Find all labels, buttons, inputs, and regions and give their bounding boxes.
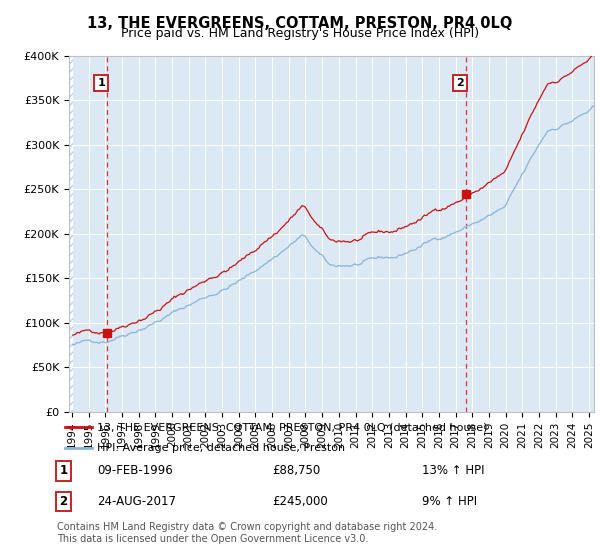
Text: 1: 1 [59,464,68,478]
Text: £88,750: £88,750 [272,464,320,478]
Text: 13, THE EVERGREENS, COTTAM, PRESTON, PR4 0LQ (detached house): 13, THE EVERGREENS, COTTAM, PRESTON, PR4… [97,422,488,432]
Text: 13% ↑ HPI: 13% ↑ HPI [422,464,485,478]
Text: 09-FEB-1996: 09-FEB-1996 [97,464,173,478]
Text: 13, THE EVERGREENS, COTTAM, PRESTON, PR4 0LQ: 13, THE EVERGREENS, COTTAM, PRESTON, PR4… [88,16,512,31]
Text: Contains HM Land Registry data © Crown copyright and database right 2024.
This d: Contains HM Land Registry data © Crown c… [57,522,437,544]
Text: £245,000: £245,000 [272,495,328,508]
Text: 2: 2 [457,78,464,88]
Text: 1: 1 [97,78,105,88]
Text: HPI: Average price, detached house, Preston: HPI: Average price, detached house, Pres… [97,442,346,452]
Text: 24-AUG-2017: 24-AUG-2017 [97,495,176,508]
Text: Price paid vs. HM Land Registry's House Price Index (HPI): Price paid vs. HM Land Registry's House … [121,27,479,40]
Bar [69,56,73,412]
Text: 2: 2 [59,495,68,508]
Text: 9% ↑ HPI: 9% ↑ HPI [422,495,477,508]
